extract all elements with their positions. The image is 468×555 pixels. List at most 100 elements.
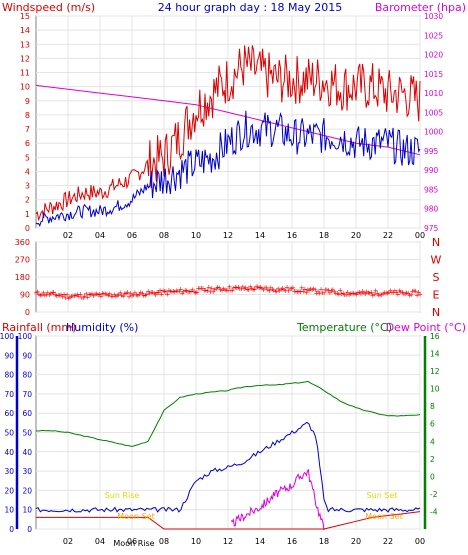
x-tick-label: 04 [95, 231, 105, 240]
direction-point: + [232, 283, 238, 291]
humidity-tick-label: 80 [22, 371, 32, 380]
direction-point: + [102, 290, 108, 298]
direction-point: + [156, 289, 162, 297]
direction-point: + [396, 287, 402, 295]
direction-point: + [224, 287, 230, 295]
x-tick-label: 00 [415, 537, 425, 546]
direction-point: + [237, 285, 243, 293]
direction-point: + [51, 289, 57, 297]
direction-point: + [141, 292, 147, 300]
humidity-tick-label: 100 [18, 332, 33, 341]
direction-point: + [244, 285, 250, 293]
direction-point: + [138, 288, 144, 296]
y2-tick-label: 1030 [424, 12, 443, 21]
direction-point: + [162, 287, 168, 295]
compass-label: S [433, 271, 440, 284]
direction-point: + [393, 288, 399, 296]
x-tick-label: 08 [159, 537, 169, 546]
direction-point: + [123, 290, 129, 298]
temperature-line [35, 380, 421, 448]
temp-tick-label: 2 [430, 455, 435, 464]
x-tick-label: 16 [287, 537, 297, 546]
direction-point: + [157, 287, 163, 295]
direction-point: + [340, 290, 346, 298]
direction-point: + [395, 291, 401, 299]
windspeed-line [35, 45, 421, 222]
direction-point: + [196, 284, 202, 292]
direction-point: + [218, 286, 224, 294]
y-tick-label: 7 [25, 125, 30, 134]
direction-point: + [173, 287, 179, 295]
direction-point: + [261, 286, 267, 294]
direction-point: + [179, 289, 185, 297]
direction-point: + [410, 287, 416, 295]
direction-point: + [345, 288, 351, 296]
humidity-tick-label: 90 [22, 351, 32, 360]
direction-point: + [104, 291, 110, 299]
direction-point: + [293, 287, 299, 295]
direction-point: + [390, 288, 396, 296]
direction-point: + [119, 291, 125, 299]
rain-tick-label: 60 [4, 409, 14, 418]
direction-point: + [323, 286, 329, 294]
humidity-tick-label: 60 [22, 409, 32, 418]
direction-point: + [263, 284, 269, 292]
y2-tick-label: 995 [424, 147, 439, 156]
direction-point: + [271, 287, 277, 295]
direction-point: + [398, 288, 404, 296]
humidity-tick-label: 40 [22, 448, 32, 457]
direction-point: + [405, 289, 411, 297]
panel3-rain-axis: 0 10 20 30 40 50 60 70 80 90 100 [0, 332, 14, 534]
x-tick-label: 02 [63, 231, 73, 240]
direction-point: + [61, 291, 67, 299]
direction-point: + [305, 286, 311, 294]
direction-point: + [98, 292, 104, 300]
direction-point: + [116, 291, 122, 299]
direction-point: + [339, 290, 345, 298]
direction-point: + [259, 285, 265, 293]
direction-point: + [76, 293, 82, 301]
direction-point: + [86, 290, 92, 298]
temp-tick-label: 0 [430, 472, 435, 481]
direction-point: + [176, 287, 182, 295]
direction-point: + [46, 291, 52, 299]
direction-point: + [228, 286, 234, 294]
direction-point: + [413, 287, 419, 295]
direction-point: + [411, 287, 417, 295]
direction-point: + [256, 284, 262, 292]
direction-point: + [190, 286, 196, 294]
direction-point: + [346, 291, 352, 299]
direction-point: + [213, 285, 219, 293]
y2-tick-label: 1005 [424, 108, 443, 117]
direction-point: + [351, 289, 357, 297]
direction-point: + [330, 286, 336, 294]
dewpoint-label: Dew Point (°C) [386, 321, 466, 334]
direction-point: + [404, 289, 410, 297]
direction-point: + [122, 290, 128, 298]
direction-point: + [399, 288, 405, 296]
rain-tick-label: 90 [4, 351, 14, 360]
direction-point: + [163, 288, 169, 296]
y-tick-label: 360 [15, 238, 30, 247]
direction-point: + [247, 283, 253, 291]
temp-tick-label: 8 [430, 402, 435, 411]
y-tick-label: 9 [25, 97, 30, 106]
direction-point: + [374, 290, 380, 298]
direction-point: + [147, 290, 153, 298]
direction-point: + [57, 292, 63, 300]
y2-tick-label: 1010 [424, 89, 443, 98]
direction-point: + [194, 288, 200, 296]
direction-point: + [231, 284, 237, 292]
rain-tick-label: 10 [4, 506, 14, 515]
direction-point: + [333, 289, 339, 297]
temp-tick-label: 6 [430, 420, 435, 429]
direction-point: + [128, 290, 134, 298]
direction-point: + [55, 291, 61, 299]
temp-tick-label: 16 [430, 332, 440, 341]
direction-point: + [388, 287, 394, 295]
panel1-x-axis: 02 04 06 08 10 12 14 16 18 20 22 00 [63, 231, 425, 240]
direction-point: + [240, 283, 246, 291]
direction-point: + [133, 291, 139, 299]
